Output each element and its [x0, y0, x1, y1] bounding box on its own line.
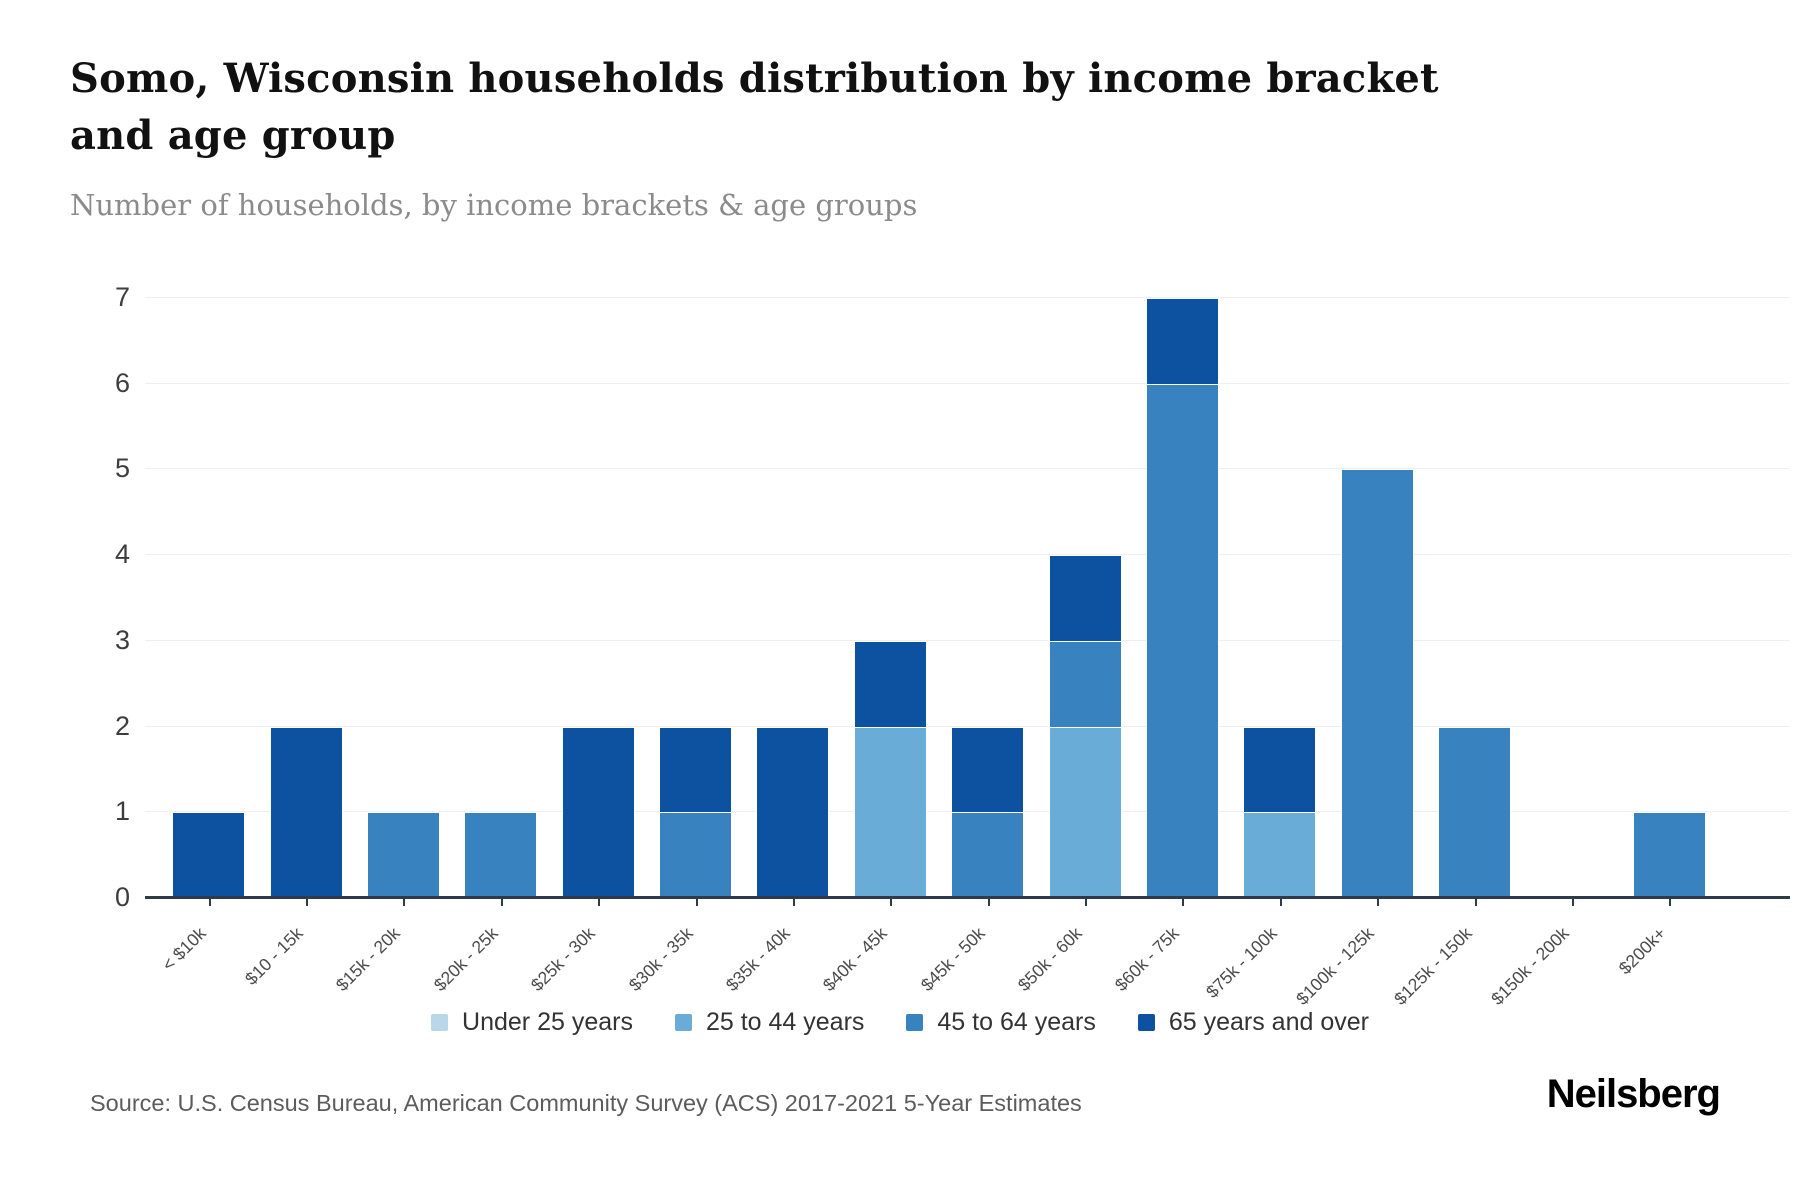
- axis-tick: [500, 898, 503, 906]
- legend-swatch: [431, 1014, 449, 1031]
- bar-segment: [1243, 726, 1317, 813]
- bar-segment: [951, 812, 1025, 898]
- bar-segment: [1243, 812, 1317, 898]
- y-tick-label: 7: [114, 282, 130, 312]
- bar-segment: [1145, 298, 1219, 384]
- y-tick-label: 5: [114, 453, 130, 484]
- legend-label: 25 to 44 years: [705, 1008, 865, 1036]
- bar-stack: [355, 298, 452, 898]
- axis-tick: [792, 898, 795, 906]
- legend-swatch: [674, 1014, 692, 1031]
- legend-label: 65 years and over: [1168, 1008, 1369, 1036]
- source-text: Source: U.S. Census Bureau, American Com…: [90, 1090, 1082, 1116]
- axis-tick: [306, 898, 309, 906]
- axis-tick: [987, 898, 990, 906]
- bar-segment: [1340, 469, 1414, 898]
- axis-tick: [208, 898, 211, 906]
- bars-area: [160, 298, 1718, 898]
- bar-stack: [257, 298, 354, 898]
- axis-tick: [598, 898, 601, 906]
- bar-stack: [452, 298, 549, 898]
- bar-stack: [1134, 298, 1231, 898]
- axis-tick: [1571, 898, 1574, 906]
- plot-area: [145, 297, 1790, 906]
- legend-item[interactable]: 25 to 44 years: [674, 1008, 865, 1037]
- bar-stack: [1523, 298, 1620, 898]
- chart-subtitle: Number of households, by income brackets…: [70, 188, 918, 222]
- bar-stack: [842, 298, 939, 898]
- bar-segment: [853, 726, 927, 898]
- bar-segment: [659, 726, 733, 813]
- bar-stack: [647, 298, 744, 898]
- bar-stack: [744, 298, 841, 898]
- legend-swatch: [1137, 1014, 1155, 1031]
- y-tick-label: 0: [114, 882, 130, 912]
- legend-item[interactable]: 65 years and over: [1137, 1008, 1369, 1037]
- axis-tick: [890, 898, 893, 906]
- legend: Under 25 years 25 to 44 years 45 to 64 yea…: [0, 1008, 1800, 1037]
- axis-tick: [1474, 898, 1477, 906]
- axis-tick: [695, 898, 698, 906]
- gridline: [145, 554, 1790, 556]
- bar-segment: [464, 812, 538, 898]
- bar-segment: [366, 812, 440, 898]
- bar-stack: [939, 298, 1036, 898]
- axis-tick: [1279, 898, 1282, 906]
- gridline: [145, 639, 1790, 641]
- gridline: [145, 725, 1790, 727]
- bar-segment: [1048, 640, 1122, 727]
- bar-segment: [1145, 383, 1219, 898]
- y-tick-label: 4: [114, 539, 130, 570]
- chart-title: Somo, Wisconsin households distribution …: [70, 55, 1439, 159]
- chart-header: Somo, Wisconsin households distribution …: [70, 50, 1520, 222]
- y-tick-label: 1: [114, 796, 130, 827]
- bar-stack: [1329, 298, 1426, 898]
- bar-stack: [550, 298, 647, 898]
- axis-tick: [1085, 898, 1088, 906]
- axis-tick: [403, 898, 406, 906]
- bar-segment: [1048, 726, 1122, 898]
- bar-segment: [561, 726, 635, 898]
- axis-tick: [1377, 898, 1380, 906]
- bar-segment: [172, 812, 246, 898]
- gridline: [145, 468, 1790, 470]
- gridline: [145, 297, 1790, 298]
- bar-segment: [1438, 726, 1512, 898]
- y-tick-label: 6: [114, 367, 130, 398]
- bar-stack: [1621, 298, 1718, 898]
- axis-tick: [1669, 898, 1672, 906]
- bar-stack: [160, 298, 257, 898]
- bar-segment: [853, 640, 927, 727]
- legend-swatch: [906, 1014, 924, 1031]
- y-tick-label: 3: [114, 624, 130, 655]
- bar-segment: [951, 726, 1025, 813]
- gridline: [145, 382, 1790, 384]
- legend-item[interactable]: Under 25 years: [431, 1008, 633, 1037]
- bar-segment: [756, 726, 830, 898]
- axis-tick: [1182, 898, 1185, 906]
- bar-segment: [1048, 555, 1122, 641]
- x-axis-line: [145, 896, 1790, 899]
- legend-label: Under 25 years: [462, 1008, 633, 1036]
- legend-label: 45 to 64 years: [937, 1008, 1096, 1036]
- legend-item[interactable]: 45 to 64 years: [906, 1008, 1096, 1037]
- bar-segment: [269, 726, 343, 898]
- y-tick-label: 2: [114, 710, 130, 741]
- brand-logo: Neilsberg: [1546, 1072, 1721, 1116]
- bar-segment: [1632, 812, 1706, 898]
- bar-stack: [1036, 298, 1133, 898]
- bar-stack: [1231, 298, 1328, 898]
- bar-segment: [659, 812, 733, 898]
- bar-stack: [1426, 298, 1523, 898]
